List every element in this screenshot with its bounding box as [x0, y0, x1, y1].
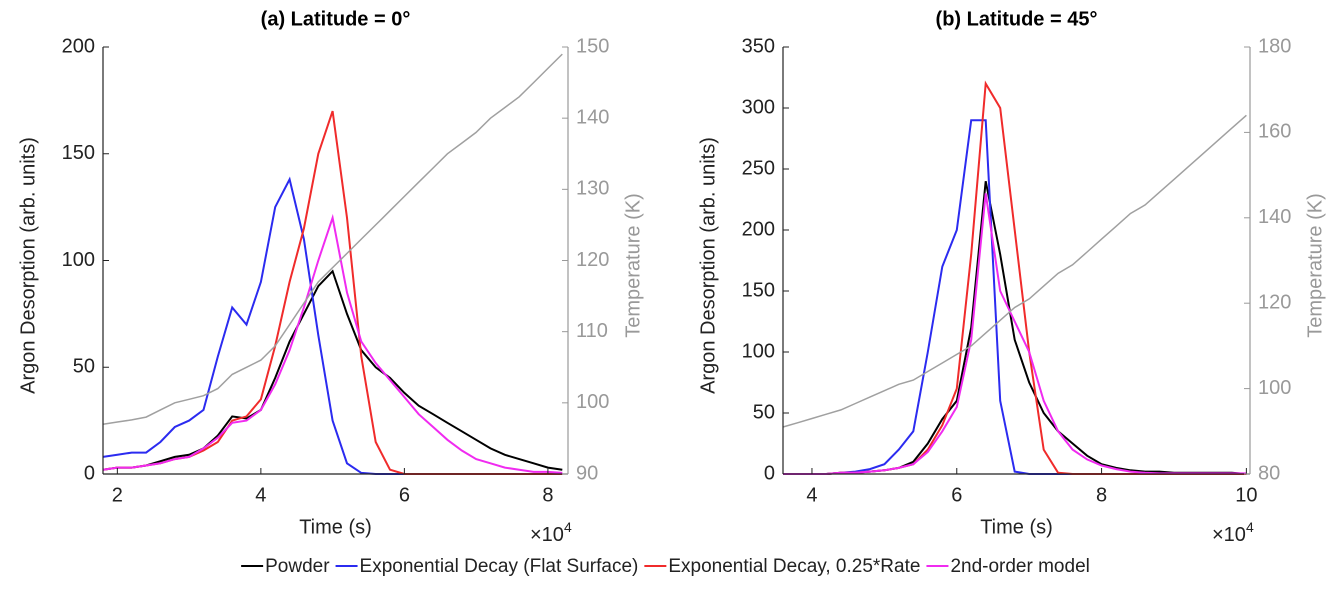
y-axis-label: Argon Desorption (arb. units) [697, 137, 719, 394]
y-tick-label: 150 [62, 142, 95, 164]
y-tick-label: 300 [742, 96, 775, 118]
chart-title: (a) Latitude = 0° [261, 8, 411, 30]
x-offset-exponent: 4 [564, 519, 572, 535]
y-tick-label: 200 [62, 35, 95, 57]
series-line [102, 176, 563, 475]
legend-label: Powder [265, 556, 330, 577]
y-tick-label: 150 [742, 279, 775, 301]
x-offset-label: ×104 [530, 519, 572, 547]
y2-tick-label: 100 [1258, 377, 1291, 399]
series-line [102, 269, 563, 471]
y2-tick-label: 90 [576, 462, 598, 484]
series-line [102, 213, 563, 474]
y-tick-label: 100 [742, 340, 775, 362]
x-tick-label: 6 [399, 484, 410, 506]
y2-tick-label: 150 [576, 35, 609, 57]
x-tick-label: 8 [1096, 484, 1107, 506]
x-tick-label: 10 [1235, 484, 1257, 506]
x-axis-label: Time (s) [299, 516, 372, 538]
series-line [782, 114, 1247, 428]
x-offset-base: ×10 [1212, 524, 1246, 546]
legend-label: 2nd-order model [950, 556, 1089, 577]
x-tick-label: 2 [112, 484, 123, 506]
chart-title: (b) Latitude = 45° [936, 8, 1098, 30]
x-offset-exponent: 4 [1246, 519, 1254, 535]
x-tick-label: 6 [951, 484, 962, 506]
x-offset-label: ×104 [1212, 519, 1254, 547]
y2-axis-label: Temperature (K) [622, 193, 644, 338]
y2-axis-label: Temperature (K) [1304, 193, 1326, 338]
series-line [783, 80, 1247, 475]
y-tick-label: 0 [764, 462, 775, 484]
y-axis-label: Argon Desorption (arb. units) [17, 137, 39, 394]
legend-label: Exponential Decay (Flat Surface) [360, 556, 639, 577]
x-tick-label: 4 [255, 484, 266, 506]
y-tick-label: 50 [73, 356, 95, 378]
y2-tick-label: 140 [576, 106, 609, 128]
y2-tick-label: 140 [1258, 206, 1291, 228]
y2-tick-label: 120 [576, 249, 609, 271]
series-line [102, 53, 563, 425]
y-tick-label: 200 [742, 218, 775, 240]
y2-tick-label: 130 [576, 178, 609, 200]
x-offset-base: ×10 [530, 524, 564, 546]
y2-tick-label: 180 [1258, 35, 1291, 57]
y2-tick-label: 110 [576, 320, 608, 342]
y2-tick-label: 100 [576, 391, 609, 413]
y-tick-label: 100 [62, 249, 95, 271]
x-axis-label: Time (s) [980, 516, 1053, 538]
legend: Powder Exponential Decay (Flat Surface) Ex… [241, 556, 1090, 577]
x-tick-label: 4 [806, 484, 817, 506]
y-tick-label: 0 [84, 462, 95, 484]
y-tick-label: 350 [742, 35, 775, 57]
y-tick-label: 50 [753, 401, 775, 423]
series-line [783, 119, 1247, 475]
y2-tick-label: 160 [1258, 121, 1291, 143]
legend-label: Exponential Decay, 0.25*Rate [668, 556, 920, 577]
y2-tick-label: 80 [1258, 462, 1280, 484]
x-tick-label: 8 [542, 484, 553, 506]
y-tick-label: 250 [742, 157, 775, 179]
y2-tick-label: 120 [1258, 291, 1291, 313]
